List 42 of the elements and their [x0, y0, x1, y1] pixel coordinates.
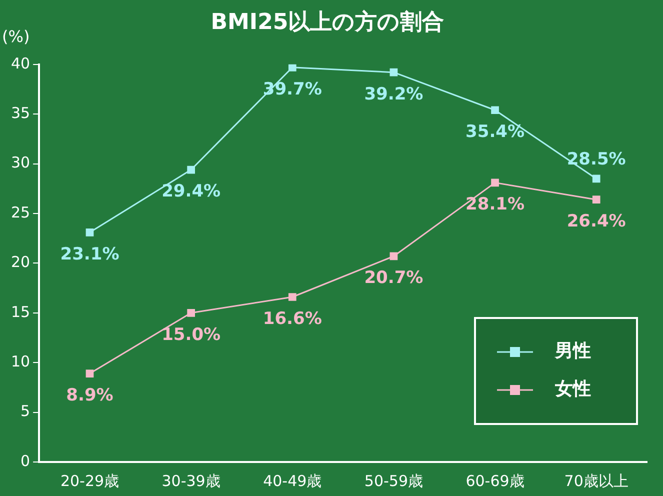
point: [592, 174, 600, 183]
chart-title: BMI25以上の方の割合: [210, 8, 444, 35]
x-tick-label: 60-69歳: [466, 472, 524, 490]
y-tick-label: 20: [10, 253, 30, 272]
y-tick-label: 40: [10, 54, 30, 72]
point: [288, 293, 296, 301]
point: [288, 64, 296, 72]
point: [491, 106, 499, 114]
point: [592, 196, 600, 204]
point: [390, 252, 398, 260]
point: [187, 166, 195, 174]
data-label: 28.1%: [466, 194, 525, 215]
point: [491, 178, 499, 187]
x-tick-label: 70歳以上: [564, 472, 628, 490]
point: [187, 308, 195, 317]
data-label: 35.4%: [466, 122, 525, 142]
data-label: 8.9%: [66, 385, 114, 406]
data-label: 28.5%: [566, 150, 626, 170]
data-label: 26.4%: [566, 212, 626, 232]
data-label: 23.1%: [60, 244, 120, 264]
legend-label: 男性: [554, 340, 591, 362]
data-label: 29.4%: [162, 182, 221, 202]
x-tick-label: 40-49歳: [263, 472, 322, 490]
point: [390, 68, 398, 76]
y-tick-label: 0: [20, 452, 30, 470]
data-label: 20.7%: [364, 268, 424, 288]
point: [86, 370, 94, 378]
y-tick-label: 15: [10, 302, 30, 321]
point: [86, 228, 94, 236]
data-label: 16.6%: [262, 308, 322, 329]
y-tick-label: 30: [10, 154, 30, 172]
x-tick-label: 50-59歳: [364, 472, 423, 490]
x-tick-label: 30-39歳: [162, 472, 220, 490]
y-tick-label: 10: [10, 352, 30, 370]
y-tick-label: 5: [20, 402, 30, 420]
data-label: 39.2%: [364, 84, 424, 104]
y-tick-label: 35: [10, 104, 30, 122]
y-tick-label: 25: [10, 203, 30, 222]
y-axis-title: (%): [2, 27, 30, 46]
legend-label: 女性: [554, 378, 591, 400]
data-label: 15.0%: [162, 324, 221, 345]
x-tick-label: 20-29歳: [60, 472, 120, 490]
